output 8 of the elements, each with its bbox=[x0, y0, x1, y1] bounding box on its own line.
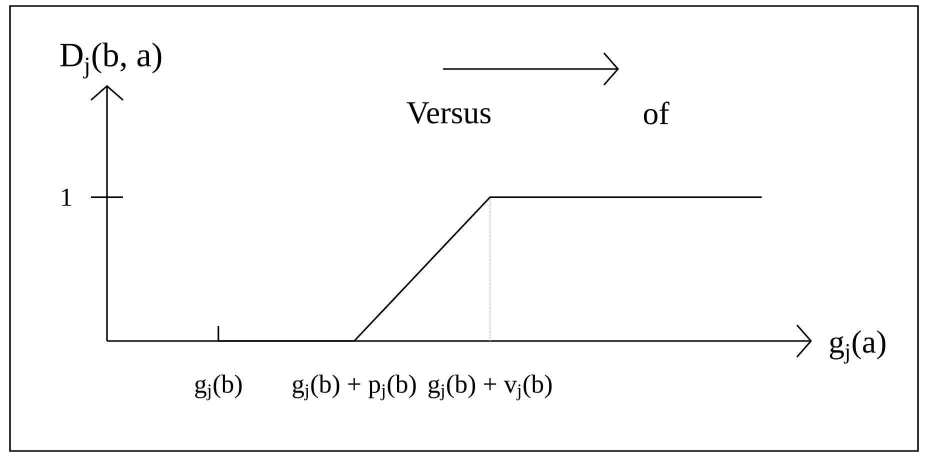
text: 1 bbox=[62, 188, 72, 206]
text: of bbox=[644, 102, 670, 124]
x-tick-label: g$_{j}$(b) bbox=[195, 374, 242, 400]
y-axis-title: D$_{j}$(b, a) bbox=[60, 42, 162, 78]
text: Versus bbox=[406, 102, 491, 124]
x-tick-label: g$_{j}$(b) + p$_{j}$(b) bbox=[292, 374, 416, 400]
x-axis-title: g$_{j}$(a) bbox=[830, 330, 886, 364]
x-tick-label: g$_{j}$(b) + v$_{j}$(b) bbox=[428, 374, 552, 400]
